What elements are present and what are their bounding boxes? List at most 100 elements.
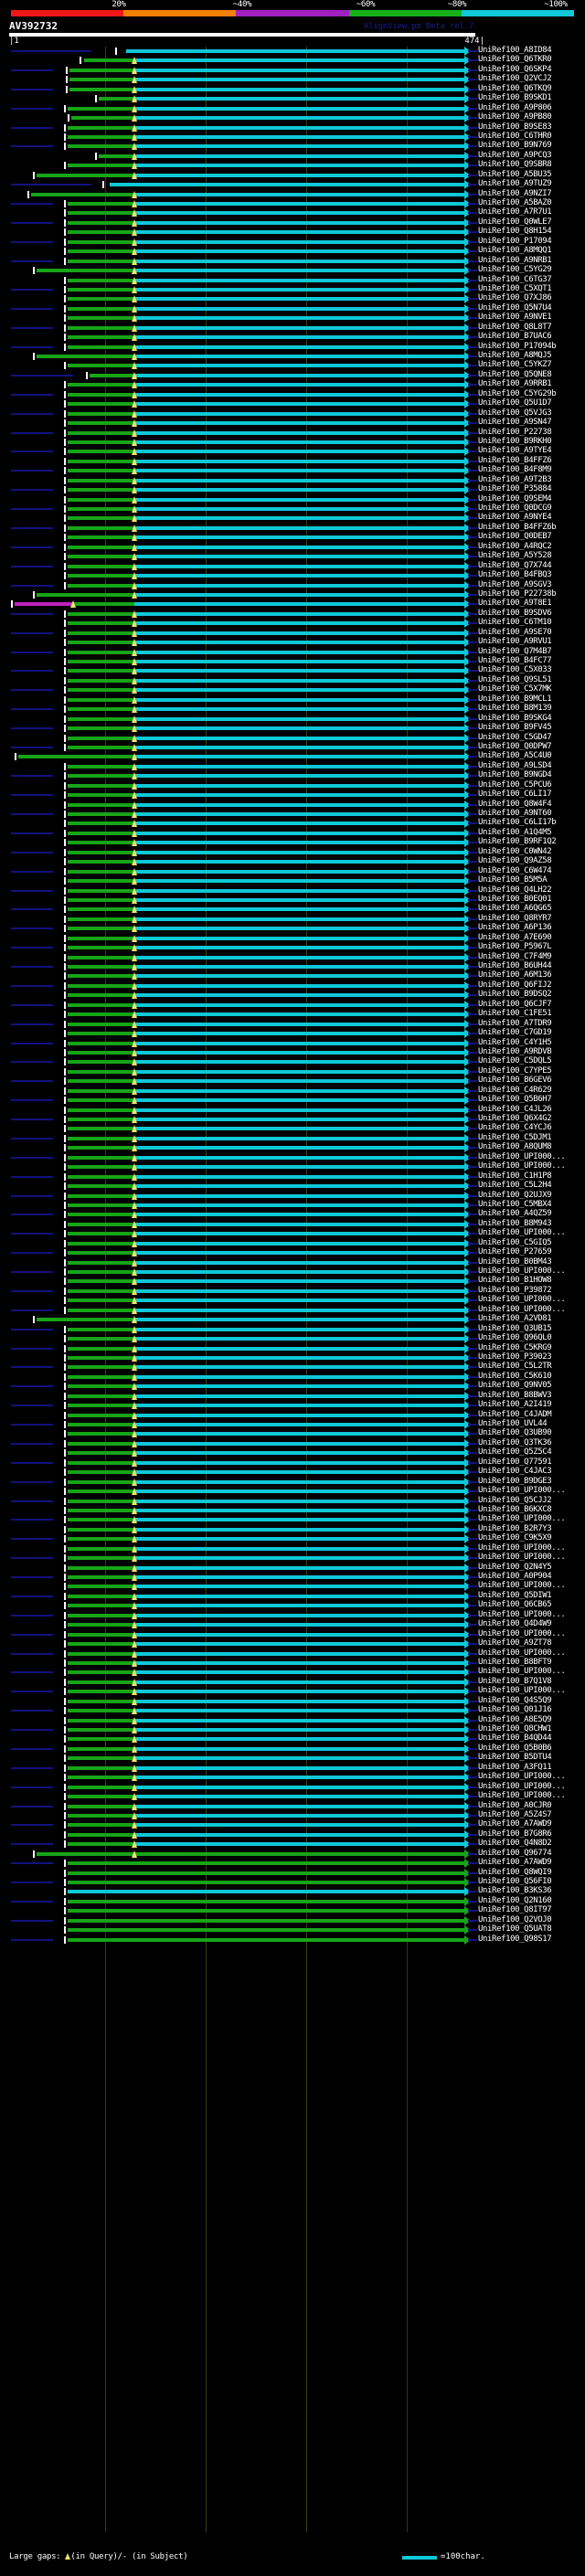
hsp-segment[interactable] xyxy=(68,726,134,731)
hsp-segment[interactable] xyxy=(134,545,464,549)
hsp-segment[interactable] xyxy=(134,1146,464,1150)
hsp-segment[interactable] xyxy=(68,1308,134,1312)
hsp-segment[interactable] xyxy=(68,983,134,988)
hsp-segment[interactable] xyxy=(134,669,464,673)
hsp-segment[interactable] xyxy=(68,965,134,969)
hit-accession-label[interactable]: UniRef100_A9NZI7 xyxy=(478,188,552,198)
hit-row[interactable]: UniRef100_C1FE51 xyxy=(0,1009,585,1020)
hit-accession-label[interactable]: UniRef100_A4QZ59 xyxy=(478,1209,552,1219)
hit-row[interactable]: UniRef100_Q8L8T7 xyxy=(0,323,585,333)
hit-accession-label[interactable]: UniRef100_A5C4U0 xyxy=(478,751,552,761)
hit-row[interactable]: UniRef100_B8BWV3 xyxy=(0,1391,585,1401)
hsp-segment[interactable] xyxy=(68,1413,134,1417)
hsp-segment[interactable] xyxy=(134,1365,464,1370)
hit-row[interactable]: UniRef100_A9TUZ9 xyxy=(0,179,585,190)
hit-row[interactable]: UniRef100_B7UAC6 xyxy=(0,332,585,343)
hit-accession-label[interactable]: UniRef100_B6KXC8 xyxy=(478,1504,552,1514)
hit-row[interactable]: UniRef100_Q4N8D2 xyxy=(0,1839,585,1850)
hit-accession-label[interactable]: UniRef100_B8M943 xyxy=(478,1218,552,1228)
hsp-segment[interactable] xyxy=(68,793,134,798)
hit-row[interactable]: UniRef100_Q6FIJ2 xyxy=(0,981,585,991)
hsp-segment[interactable] xyxy=(134,1069,464,1074)
hsp-segment[interactable] xyxy=(134,745,464,749)
hit-accession-label[interactable]: UniRef100_UPI000... xyxy=(478,1609,566,1619)
hit-accession-label[interactable]: UniRef100_C5GD47 xyxy=(478,732,552,742)
hit-row[interactable]: UniRef100_UPI000... xyxy=(0,1295,585,1306)
hit-accession-label[interactable]: UniRef100_P17094 xyxy=(478,236,552,246)
hsp-segment[interactable] xyxy=(68,1327,134,1331)
hit-row[interactable]: UniRef100_B2R7Y3 xyxy=(0,1524,585,1534)
hsp-segment[interactable] xyxy=(134,1842,464,1847)
hsp-segment[interactable] xyxy=(134,650,464,654)
hit-accession-label[interactable]: UniRef100_Q9SBR8 xyxy=(478,160,552,170)
hsp-segment[interactable] xyxy=(134,1155,464,1160)
hit-row[interactable]: UniRef100_Q5U1D7 xyxy=(0,398,585,409)
hsp-segment[interactable] xyxy=(68,545,134,549)
hit-row[interactable]: UniRef100_Q0WLE7 xyxy=(0,217,585,228)
hit-accession-label[interactable]: UniRef100_A1Q4M5 xyxy=(478,827,552,837)
hit-row[interactable]: UniRef100_B7G8R6 xyxy=(0,1829,585,1839)
hsp-segment[interactable] xyxy=(68,822,134,826)
hit-accession-label[interactable]: UniRef100_P35884 xyxy=(478,484,552,494)
hit-row[interactable]: UniRef100_P17094b xyxy=(0,342,585,352)
hsp-segment[interactable] xyxy=(134,525,464,530)
hsp-segment[interactable] xyxy=(134,164,464,168)
hit-row[interactable]: UniRef100_B6GEV6 xyxy=(0,1076,585,1087)
hit-row[interactable]: UniRef100_UPI000... xyxy=(0,1629,585,1639)
hit-row[interactable]: UniRef100_Q2VCJ2 xyxy=(0,74,585,85)
hit-accession-label[interactable]: UniRef100_Q8H154 xyxy=(478,227,552,237)
hit-row[interactable]: UniRef100_C7F4M9 xyxy=(0,952,585,962)
hit-accession-label[interactable]: UniRef100_B9DGE3 xyxy=(478,1476,552,1486)
hsp-segment[interactable] xyxy=(68,488,134,493)
hit-row[interactable]: UniRef100_B1HOW8 xyxy=(0,1276,585,1287)
hsp-segment[interactable] xyxy=(68,1232,134,1236)
hit-row[interactable]: UniRef100_A8ID84 xyxy=(0,46,585,56)
hit-row[interactable]: UniRef100_C4R629 xyxy=(0,1086,585,1096)
hsp-segment[interactable] xyxy=(68,478,134,482)
hsp-segment[interactable] xyxy=(68,974,134,979)
hsp-segment[interactable] xyxy=(68,450,134,454)
hit-row[interactable]: UniRef100_Q5Z5C4 xyxy=(0,1447,585,1458)
hsp-segment[interactable] xyxy=(134,955,464,959)
hsp-segment[interactable] xyxy=(68,1842,134,1847)
hit-row[interactable]: UniRef100_Q8H154 xyxy=(0,227,585,238)
hsp-segment[interactable] xyxy=(68,1746,134,1751)
hit-accession-label[interactable]: UniRef100_Q0DCG9 xyxy=(478,504,552,513)
hit-row[interactable]: UniRef100_A9P806 xyxy=(0,103,585,113)
hit-accession-label[interactable]: UniRef100_Q6TKR0 xyxy=(478,55,552,65)
hsp-segment[interactable] xyxy=(68,144,134,149)
hsp-segment[interactable] xyxy=(134,1642,464,1647)
hsp-segment[interactable] xyxy=(68,1098,134,1103)
hit-accession-label[interactable]: UniRef100_P22738b xyxy=(478,588,557,599)
hit-accession-label[interactable]: UniRef100_A9PB80 xyxy=(478,112,552,122)
hit-row[interactable]: UniRef100_Q5DIW1 xyxy=(0,1591,585,1601)
hsp-segment[interactable] xyxy=(68,1404,134,1408)
hit-accession-label[interactable]: UniRef100_A9NYE4 xyxy=(478,513,552,523)
hsp-segment[interactable] xyxy=(68,1575,134,1579)
hsp-segment[interactable] xyxy=(68,1441,134,1446)
hit-accession-label[interactable]: UniRef100_UPI000... xyxy=(478,1686,566,1696)
hsp-segment[interactable] xyxy=(68,697,134,702)
hit-accession-label[interactable]: UniRef100_C5PCU6 xyxy=(478,779,552,790)
hit-accession-label[interactable]: UniRef100_UPI000... xyxy=(478,1553,566,1563)
hsp-segment[interactable] xyxy=(134,1174,464,1179)
hsp-segment[interactable] xyxy=(134,822,464,826)
hit-accession-label[interactable]: UniRef100_Q8RYR7 xyxy=(478,913,552,923)
hsp-segment[interactable] xyxy=(134,917,464,921)
hit-row[interactable]: UniRef100_Q5B6H7 xyxy=(0,1095,585,1106)
hsp-segment[interactable] xyxy=(134,306,464,311)
hsp-segment[interactable] xyxy=(68,1136,134,1140)
hit-row[interactable]: UniRef100_C7GD19 xyxy=(0,1028,585,1039)
hsp-segment[interactable] xyxy=(68,411,134,416)
hsp-segment[interactable] xyxy=(134,1518,464,1522)
hit-row[interactable]: UniRef100_A9TYE4 xyxy=(0,446,585,457)
hsp-segment[interactable] xyxy=(134,611,464,616)
hsp-segment[interactable] xyxy=(68,736,134,740)
hsp-segment[interactable] xyxy=(110,183,464,187)
hsp-segment[interactable] xyxy=(68,621,134,626)
hit-accession-label[interactable]: UniRef100_Q4D4W9 xyxy=(478,1619,552,1629)
hit-row[interactable]: UniRef100_Q5CJJ2 xyxy=(0,1496,585,1506)
hit-accession-label[interactable]: UniRef100_Q4N8D2 xyxy=(478,1839,552,1849)
hit-accession-label[interactable]: UniRef100_A2I419 xyxy=(478,1400,552,1410)
hsp-segment[interactable] xyxy=(68,1299,134,1303)
